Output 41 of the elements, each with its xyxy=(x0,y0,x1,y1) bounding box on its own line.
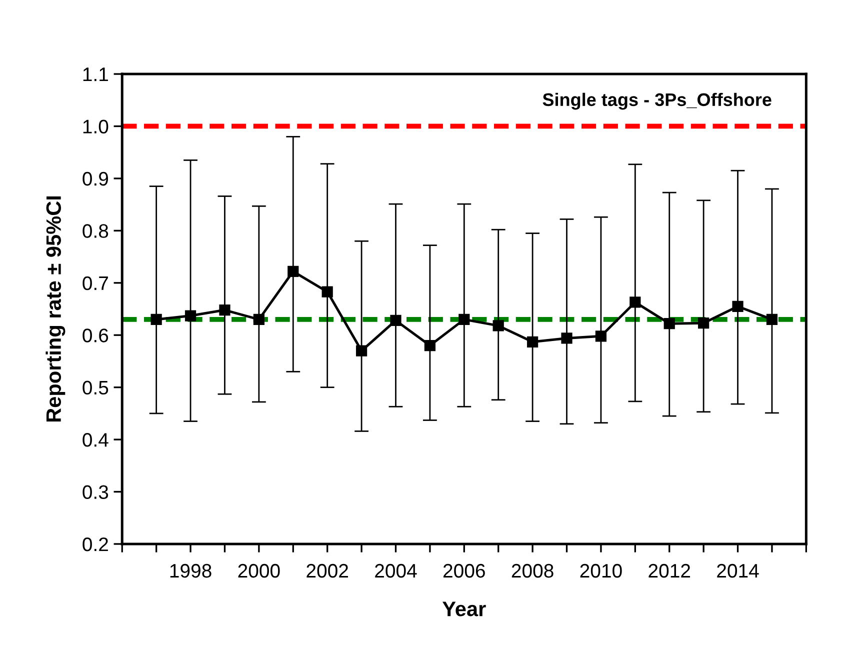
point xyxy=(390,314,402,326)
point xyxy=(630,296,641,308)
y-tick-label: 0.5 xyxy=(82,380,108,395)
y-tick-label: 0.7 xyxy=(82,276,108,290)
point xyxy=(492,320,504,332)
x-tick-label: 2014 xyxy=(717,564,759,578)
point xyxy=(527,336,538,348)
x-tick-label: 2000 xyxy=(238,564,280,578)
x-tick-label: 2004 xyxy=(375,564,417,578)
point xyxy=(766,314,778,325)
y-tick-label: 1.1 xyxy=(83,68,108,82)
point xyxy=(424,340,436,352)
point xyxy=(561,332,572,344)
point xyxy=(184,310,196,322)
point xyxy=(356,345,368,356)
y-tick-label: 0.4 xyxy=(82,433,108,447)
point xyxy=(253,314,264,325)
x-tick-label: 2002 xyxy=(306,564,348,578)
x-tick-label: 2006 xyxy=(444,564,485,578)
y-axis-title: Reporting rate ± 95%CI xyxy=(46,196,66,422)
point xyxy=(732,300,744,312)
y-tick-label: 0.8 xyxy=(82,224,108,238)
x-axis-title: Year xyxy=(442,602,486,616)
point xyxy=(664,318,675,330)
point xyxy=(322,286,333,298)
point xyxy=(698,318,710,329)
y-tick-label: 1.0 xyxy=(83,120,108,134)
text: Single tags - 3Ps_Offshore xyxy=(542,92,772,110)
point xyxy=(288,266,299,277)
x-tick-label: 2012 xyxy=(648,564,690,578)
point xyxy=(595,330,607,342)
point xyxy=(150,314,162,325)
x-tick-label: 1998 xyxy=(170,564,212,578)
point xyxy=(458,314,470,325)
point xyxy=(219,304,230,316)
y-tick-label: 0.9 xyxy=(82,172,108,186)
x-tick-label: 2010 xyxy=(580,564,622,578)
x-tick-label: 2008 xyxy=(512,564,554,578)
y-tick-label: 0.6 xyxy=(82,328,108,342)
y-tick-label: 0.3 xyxy=(82,485,108,499)
y-tick-label: 0.2 xyxy=(82,537,108,552)
